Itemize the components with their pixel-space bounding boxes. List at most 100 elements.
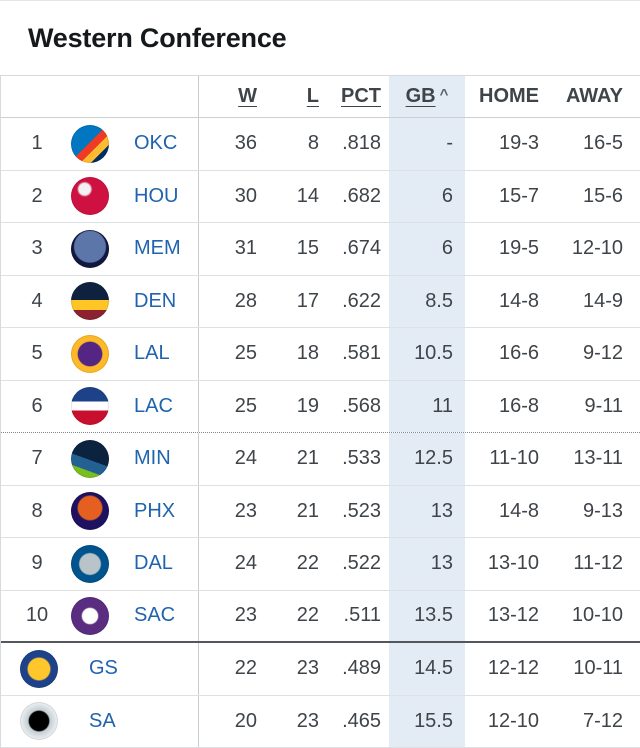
team-rank: 6 — [31, 394, 43, 417]
table-row: 8 PHX 23 21 .523 13 14-8 9-13 — [1, 485, 640, 538]
column-header-pct[interactable]: PCT — [341, 85, 381, 107]
table-row: 4 DEN 28 17 .622 8.5 14-8 14-9 — [1, 275, 640, 328]
table-row: 1 OKC 36 8 .818 - 19-3 16-5 — [1, 118, 640, 171]
team-link[interactable]: PHX — [134, 499, 176, 522]
la-clippers-logo[interactable] — [71, 387, 109, 426]
team-link[interactable]: LAC — [134, 394, 173, 417]
golden-state-warriors-logo[interactable] — [20, 649, 58, 688]
team-link[interactable]: SA — [89, 709, 116, 732]
team-link[interactable]: LAL — [134, 342, 170, 365]
dallas-mavericks-logo[interactable] — [71, 544, 109, 583]
team-cell: DAL — [121, 538, 199, 590]
wins-value: 23 — [234, 604, 257, 627]
games-behind-value: 13 — [389, 485, 465, 537]
team-link[interactable]: MEM — [134, 237, 181, 260]
pct-value: .489 — [342, 657, 381, 680]
column-header-home[interactable]: HOME — [479, 85, 539, 107]
team-rank: 2 — [31, 184, 43, 207]
team-cell: SA — [77, 695, 199, 747]
team-link[interactable]: SAC — [134, 604, 176, 627]
team-rank: 10 — [25, 604, 49, 627]
memphis-grizzlies-logo[interactable] — [71, 229, 109, 268]
home-record-value: 16-6 — [498, 342, 539, 365]
phoenix-suns-logo[interactable] — [71, 492, 109, 531]
home-record-value: 11-10 — [489, 447, 539, 470]
team-link[interactable]: HOU — [134, 184, 179, 207]
team-rank: 5 — [31, 342, 43, 365]
pct-value: .818 — [342, 132, 381, 155]
away-record-value: 10-10 — [571, 604, 623, 627]
gb-header-label: GB — [405, 85, 436, 107]
team-link[interactable]: MIN — [134, 447, 171, 470]
team-link[interactable]: GS — [89, 657, 118, 680]
home-record-value: 12-10 — [487, 709, 539, 732]
losses-value: 23 — [296, 709, 319, 732]
team-cell: MIN — [121, 433, 199, 485]
home-record-value: 12-12 — [487, 657, 539, 680]
standings-body: 1 OKC 36 8 .818 - 19-3 16-5 2 HOU 30 14 … — [1, 118, 640, 748]
column-header-away[interactable]: AWAY — [565, 85, 623, 107]
games-behind-value: 11 — [389, 380, 465, 432]
team-link[interactable]: DEN — [134, 289, 177, 312]
wins-value: 31 — [234, 237, 257, 260]
away-record-value: 14-9 — [582, 289, 623, 312]
wins-value: 25 — [234, 342, 257, 365]
pct-value: .622 — [342, 289, 381, 312]
losses-value: 22 — [296, 604, 319, 627]
home-record-value: 14-8 — [498, 499, 539, 522]
denver-nuggets-logo[interactable] — [71, 282, 109, 321]
home-record-value: 13-10 — [487, 552, 539, 575]
pct-value: .523 — [342, 499, 381, 522]
away-record-value: 16-5 — [582, 132, 623, 155]
wins-value: 28 — [234, 289, 257, 312]
team-rank: 7 — [31, 447, 43, 470]
home-record-value: 16-8 — [498, 394, 539, 417]
team-rank: 4 — [31, 289, 43, 312]
games-behind-value: - — [389, 118, 465, 170]
table-row: 6 LAC 25 19 .568 11 16-8 9-11 — [1, 380, 640, 433]
games-behind-value: 12.5 — [389, 433, 465, 485]
losses-value: 22 — [296, 552, 319, 575]
table-row: 9 DAL 24 22 .522 13 13-10 11-12 — [1, 538, 640, 591]
sort-ascending-icon: ^ — [439, 86, 449, 103]
away-record-value: 9-12 — [582, 342, 623, 365]
column-header-losses[interactable]: L — [306, 85, 319, 107]
away-record-value: 13-11 — [573, 447, 623, 470]
home-record-value: 14-8 — [498, 289, 539, 312]
page-title: Western Conference — [28, 22, 287, 53]
games-behind-value: 10.5 — [389, 328, 465, 380]
games-behind-value: 6 — [389, 170, 465, 222]
minnesota-timberwolves-logo[interactable] — [71, 439, 109, 478]
team-rank: 9 — [31, 552, 43, 575]
wins-value: 24 — [234, 552, 257, 575]
team-cell: HOU — [121, 170, 199, 222]
team-link[interactable]: DAL — [134, 552, 173, 575]
team-cell: MEM — [121, 223, 199, 275]
houston-rockets-logo[interactable] — [71, 177, 109, 216]
team-link[interactable]: OKC — [134, 132, 178, 155]
team-cell: LAC — [121, 380, 199, 432]
team-cell: SAC — [121, 590, 199, 641]
column-header-gb[interactable]: GB ^ — [389, 76, 465, 117]
pct-value: .568 — [342, 394, 381, 417]
games-behind-value: 13.5 — [389, 590, 465, 641]
team-cell: LAL — [121, 328, 199, 380]
team-cell: PHX — [121, 485, 199, 537]
title-bar: Western Conference — [0, 1, 640, 75]
team-cell: DEN — [121, 275, 199, 327]
wins-value: 22 — [234, 657, 257, 680]
san-antonio-spurs-logo[interactable] — [20, 702, 58, 741]
wins-value: 24 — [234, 447, 257, 470]
okc-thunder-logo[interactable] — [71, 124, 109, 163]
team-header-spacer — [121, 76, 199, 117]
games-behind-value: 15.5 — [389, 695, 465, 747]
la-lakers-logo[interactable] — [71, 334, 109, 373]
away-record-value: 15-6 — [582, 184, 623, 207]
pct-value: .581 — [342, 342, 381, 365]
pct-value: .682 — [342, 184, 381, 207]
wins-value: 36 — [234, 132, 257, 155]
losses-value: 21 — [296, 447, 319, 470]
column-header-wins[interactable]: W — [238, 85, 257, 107]
sacramento-kings-logo[interactable] — [71, 596, 109, 635]
home-record-value: 13-12 — [487, 604, 539, 627]
